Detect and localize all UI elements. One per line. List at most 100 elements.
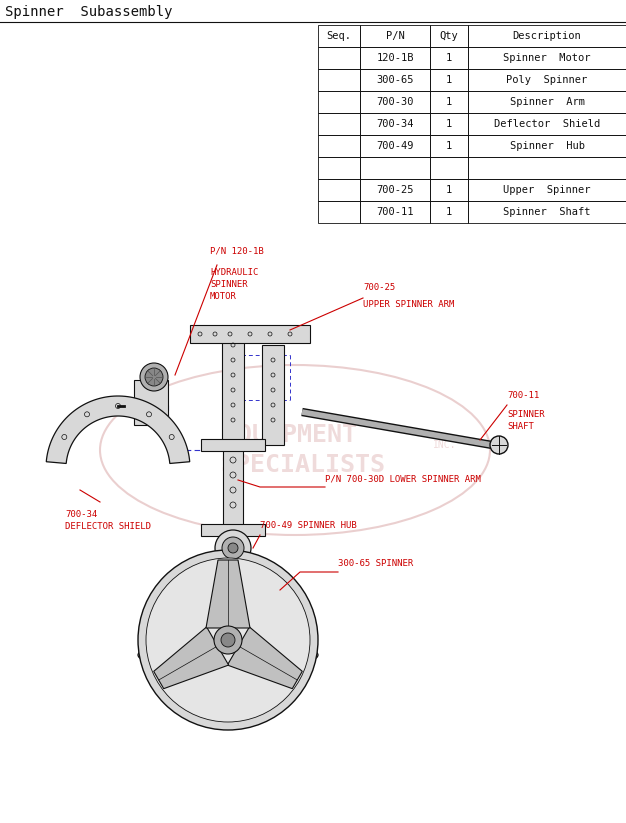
Bar — [360, 113, 430, 135]
Polygon shape — [206, 560, 250, 628]
Text: Spinner  Motor: Spinner Motor — [503, 53, 591, 63]
Text: HYDRAULIC: HYDRAULIC — [210, 268, 259, 277]
Bar — [430, 25, 468, 47]
Circle shape — [214, 626, 242, 654]
Bar — [468, 91, 626, 113]
Circle shape — [490, 436, 508, 454]
Text: 700-49: 700-49 — [376, 141, 414, 151]
Bar — [201, 524, 265, 536]
Text: Description: Description — [513, 31, 582, 41]
Text: 1: 1 — [446, 141, 452, 151]
Circle shape — [228, 543, 238, 553]
Bar — [262, 345, 284, 445]
Text: P/N 120-1B: P/N 120-1B — [210, 246, 264, 255]
Bar — [318, 157, 360, 179]
Text: 700-11: 700-11 — [376, 207, 414, 217]
Bar — [360, 69, 430, 91]
Bar — [318, 201, 360, 223]
Text: 700-34: 700-34 — [376, 119, 414, 129]
Bar — [318, 113, 360, 135]
Bar — [468, 201, 626, 223]
Text: 1: 1 — [446, 119, 452, 129]
Bar — [430, 179, 468, 201]
Bar — [223, 445, 243, 530]
Bar — [124, 400, 136, 412]
Text: 700-30: 700-30 — [376, 97, 414, 107]
Text: 700-25: 700-25 — [363, 283, 395, 292]
Text: Seq.: Seq. — [327, 31, 352, 41]
Text: SPINNER: SPINNER — [210, 280, 248, 289]
Polygon shape — [227, 627, 302, 689]
Text: Qty: Qty — [439, 31, 458, 41]
Circle shape — [140, 363, 168, 391]
Bar — [468, 135, 626, 157]
Text: SPECIALISTS: SPECIALISTS — [220, 453, 386, 477]
Bar — [318, 25, 360, 47]
Text: 1: 1 — [446, 53, 452, 63]
Text: DEFLECTOR SHIELD: DEFLECTOR SHIELD — [65, 522, 151, 531]
Bar — [430, 157, 468, 179]
Bar — [360, 91, 430, 113]
Text: 1: 1 — [446, 97, 452, 107]
Bar — [318, 91, 360, 113]
Bar — [318, 179, 360, 201]
Text: Spinner  Arm: Spinner Arm — [510, 97, 585, 107]
Circle shape — [146, 558, 310, 722]
Text: P/N 700-30D LOWER SPINNER ARM: P/N 700-30D LOWER SPINNER ARM — [325, 474, 481, 483]
Text: 1: 1 — [446, 185, 452, 195]
Circle shape — [222, 537, 244, 559]
Text: UPPER SPINNER ARM: UPPER SPINNER ARM — [363, 300, 454, 309]
Bar — [360, 135, 430, 157]
Text: 700-34: 700-34 — [65, 510, 97, 519]
Bar — [222, 330, 244, 445]
Bar — [360, 47, 430, 69]
Bar — [318, 47, 360, 69]
Bar — [360, 157, 430, 179]
Bar — [201, 439, 265, 451]
Bar — [360, 25, 430, 47]
Text: MOTOR: MOTOR — [210, 292, 237, 301]
Text: 700-11: 700-11 — [507, 391, 539, 400]
Bar — [318, 135, 360, 157]
Text: INC.: INC. — [433, 440, 457, 450]
Text: Spinner  Shaft: Spinner Shaft — [503, 207, 591, 217]
Ellipse shape — [138, 639, 318, 671]
Bar — [430, 91, 468, 113]
Text: Spinner  Hub: Spinner Hub — [510, 141, 585, 151]
Bar — [318, 69, 360, 91]
Circle shape — [138, 550, 318, 730]
Bar — [468, 157, 626, 179]
Circle shape — [221, 633, 235, 647]
Text: P/N: P/N — [386, 31, 404, 41]
Bar — [430, 47, 468, 69]
Bar — [430, 201, 468, 223]
Polygon shape — [154, 627, 228, 689]
Text: 120-1B: 120-1B — [376, 53, 414, 63]
Text: EQUIPMENT: EQUIPMENT — [222, 423, 357, 447]
Text: 300-65 SPINNER: 300-65 SPINNER — [338, 559, 413, 568]
Bar — [468, 69, 626, 91]
Bar — [468, 113, 626, 135]
Text: SPINNER: SPINNER — [507, 410, 545, 419]
Bar — [430, 69, 468, 91]
Bar — [360, 201, 430, 223]
Bar — [360, 179, 430, 201]
Circle shape — [215, 530, 251, 566]
Text: 1: 1 — [446, 75, 452, 85]
Bar — [190, 325, 310, 343]
Polygon shape — [46, 396, 190, 463]
Bar — [430, 135, 468, 157]
Bar — [430, 113, 468, 135]
Text: 1: 1 — [446, 207, 452, 217]
Bar — [468, 47, 626, 69]
Circle shape — [145, 368, 163, 386]
Text: 700-49 SPINNER HUB: 700-49 SPINNER HUB — [260, 521, 357, 530]
Text: Poly  Spinner: Poly Spinner — [506, 75, 588, 85]
Text: 700-25: 700-25 — [376, 185, 414, 195]
Text: 300-65: 300-65 — [376, 75, 414, 85]
Bar — [468, 179, 626, 201]
Bar — [468, 25, 626, 47]
Text: Spinner  Subassembly: Spinner Subassembly — [5, 5, 173, 19]
Text: SHAFT: SHAFT — [507, 422, 534, 431]
Text: Deflector  Shield: Deflector Shield — [494, 119, 600, 129]
